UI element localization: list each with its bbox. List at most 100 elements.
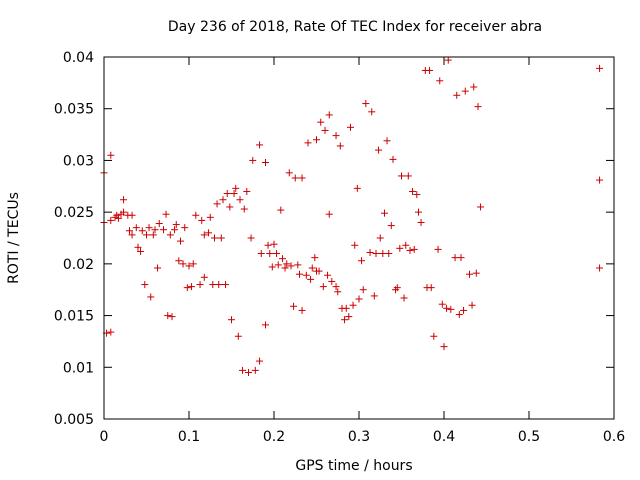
- data-point: [262, 321, 269, 329]
- data-point: [120, 208, 128, 216]
- data-point: [120, 196, 128, 204]
- data-point: [134, 243, 142, 251]
- data-point: [236, 196, 244, 204]
- data-point: [336, 142, 344, 150]
- data-point: [444, 56, 452, 64]
- data-point: [398, 172, 405, 180]
- data-point: [296, 270, 303, 278]
- data-point: [247, 234, 255, 242]
- data-point: [434, 245, 442, 253]
- data-point: [217, 234, 225, 242]
- data-point: [427, 284, 435, 292]
- data-point: [107, 151, 115, 159]
- data-point: [160, 226, 167, 234]
- data-point: [251, 366, 259, 374]
- data-point: [226, 203, 234, 211]
- data-point: [353, 184, 361, 192]
- data-point: [351, 241, 359, 249]
- data-point: [406, 246, 414, 254]
- chart-title: Day 236 of 2018, Rate Of TEC Index for r…: [168, 19, 542, 35]
- y-tick-label: 0.035: [54, 102, 94, 118]
- data-point: [279, 255, 286, 263]
- data-point: [415, 208, 422, 216]
- data-point: [596, 176, 604, 184]
- data-point: [215, 281, 223, 289]
- x-tick-label: 0.2: [263, 429, 285, 445]
- data-point: [171, 226, 179, 234]
- data-point: [162, 210, 170, 218]
- data-point: [223, 190, 231, 198]
- data-point: [313, 136, 320, 144]
- data-point: [192, 211, 200, 219]
- data-point: [307, 275, 315, 283]
- data-point: [290, 302, 298, 310]
- y-tick-label: 0.005: [54, 412, 94, 428]
- data-point: [200, 231, 208, 239]
- data-point: [359, 286, 367, 294]
- data-point: [211, 234, 218, 242]
- x-tick-label: 0.4: [433, 429, 455, 445]
- data-point: [321, 126, 329, 134]
- data-point: [596, 264, 604, 272]
- data-point: [294, 261, 302, 269]
- data-point: [319, 283, 327, 291]
- data-point: [417, 218, 425, 226]
- data-point: [256, 357, 264, 365]
- data-point: [128, 211, 136, 219]
- data-point: [137, 247, 145, 255]
- data-point: [188, 283, 196, 291]
- data-point: [315, 267, 323, 275]
- data-point: [440, 343, 448, 351]
- data-point: [175, 257, 183, 265]
- data-point: [155, 220, 163, 228]
- data-point: [151, 226, 159, 234]
- data-point: [332, 283, 340, 291]
- data-point: [256, 141, 264, 149]
- data-point: [404, 172, 412, 180]
- data-point: [410, 245, 418, 253]
- data-point: [277, 206, 285, 214]
- data-point: [213, 200, 221, 208]
- x-tick-label: 0.5: [518, 429, 540, 445]
- data-point: [189, 260, 197, 268]
- data-point: [430, 332, 438, 340]
- data-point: [273, 250, 281, 258]
- y-tick-label: 0.03: [63, 153, 94, 169]
- data-point: [413, 191, 421, 199]
- data-point: [240, 205, 248, 213]
- data-point: [372, 250, 380, 258]
- plot-frame: [103, 56, 615, 420]
- data-point: [185, 262, 193, 270]
- data-point: [332, 132, 340, 140]
- data-point: [341, 316, 349, 324]
- data-point: [447, 305, 455, 313]
- data-point: [385, 250, 393, 258]
- data-point: [596, 64, 604, 72]
- data-point: [230, 190, 238, 198]
- data-point: [328, 277, 336, 285]
- data-point: [443, 304, 451, 312]
- data-point: [468, 301, 476, 309]
- data-point: [355, 295, 363, 303]
- data-point: [325, 210, 333, 218]
- data-point: [457, 254, 465, 262]
- data-point: [143, 231, 150, 239]
- data-point: [205, 229, 213, 237]
- data-point: [409, 187, 417, 195]
- data-point: [245, 368, 252, 376]
- data-point: [334, 288, 342, 296]
- data-point: [206, 213, 214, 221]
- data-point: [264, 241, 272, 249]
- data-point: [438, 300, 446, 308]
- data-point: [376, 234, 384, 242]
- data-point: [113, 211, 121, 219]
- data-point: [426, 66, 434, 74]
- data-point: [177, 237, 184, 245]
- data-point: [232, 184, 240, 192]
- data-point: [266, 250, 274, 258]
- data-point: [436, 77, 444, 85]
- data-point: [400, 294, 408, 302]
- data-point: [181, 224, 189, 232]
- data-point: [317, 118, 325, 126]
